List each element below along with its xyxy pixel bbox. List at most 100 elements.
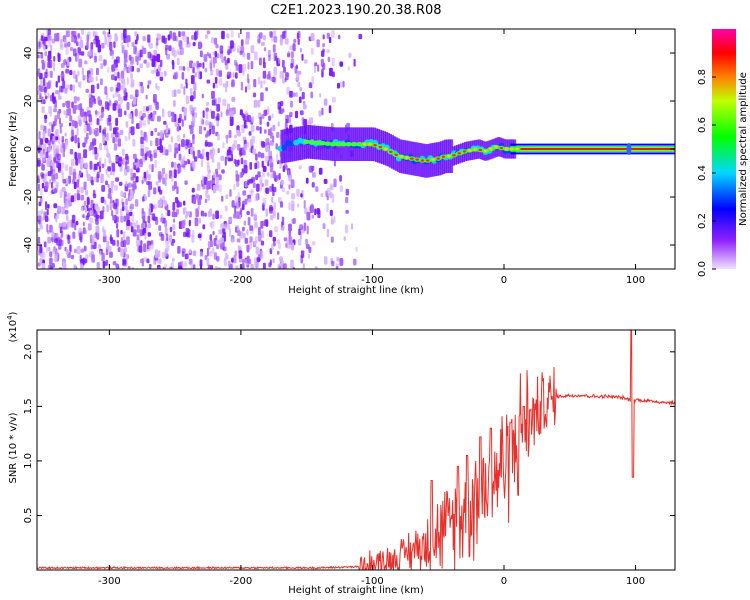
noise-speck: [106, 204, 109, 212]
noise-speck: [260, 140, 265, 147]
noise-speck: [104, 31, 107, 39]
noise-speck: [240, 39, 244, 47]
noise-speck: [48, 143, 52, 152]
noise-speck: [144, 221, 147, 228]
noise-speck: [141, 180, 144, 185]
noise-speck: [50, 70, 53, 78]
noise-speck: [215, 68, 219, 76]
noise-speck: [220, 243, 223, 250]
noise-speck: [148, 150, 152, 159]
noise-speck: [60, 73, 65, 79]
noise-speck: [269, 230, 273, 238]
noise-speck: [355, 246, 358, 252]
noise-speck: [133, 184, 137, 190]
noise-speck: [298, 165, 302, 170]
noise-speck: [192, 62, 196, 68]
noise-speck: [150, 239, 154, 245]
noise-speck: [250, 264, 255, 269]
noise-speck: [191, 160, 195, 168]
noise-speck: [287, 115, 291, 124]
noise-speck: [282, 31, 286, 40]
noise-speck: [102, 226, 105, 233]
noise-speck: [105, 180, 108, 186]
noise-speck: [203, 54, 208, 62]
noise-speck: [40, 124, 44, 130]
noise-speck: [172, 32, 176, 41]
noise-speck: [185, 227, 190, 236]
noise-speck: [142, 120, 146, 127]
noise-speck: [172, 202, 176, 211]
noise-speck: [76, 96, 80, 102]
noise-speck: [70, 254, 74, 260]
noise-speck: [309, 117, 313, 124]
noise-speck: [279, 71, 284, 79]
noise-speck: [242, 226, 245, 232]
snr-ylabel: SNR (10 * v/v): [8, 412, 19, 483]
noise-speck: [91, 179, 94, 186]
colorbar: 0.0 0.2 0.4 0.6 0.8 Normalized spectral ampl…: [697, 29, 749, 277]
noise-speck: [265, 87, 268, 92]
noise-speck: [183, 114, 187, 121]
noise-speck: [81, 67, 84, 76]
noise-speck: [164, 249, 168, 257]
noise-speck: [126, 253, 129, 260]
noise-speck: [310, 33, 315, 41]
noise-speck: [200, 210, 205, 217]
y-tick-label: 0.5: [23, 508, 34, 524]
noise-speck: [193, 82, 197, 91]
noise-speck: [67, 41, 71, 47]
signal-peak: [436, 157, 441, 160]
noise-speck: [44, 71, 48, 79]
noise-speck: [229, 45, 232, 54]
noise-speck: [272, 124, 276, 132]
noise-speck: [269, 161, 274, 168]
noise-speck: [112, 64, 116, 72]
noise-speck: [184, 180, 188, 185]
x-tick-label: 0: [501, 275, 507, 286]
noise-speck: [265, 187, 270, 194]
noise-speck: [186, 158, 190, 165]
noise-speck: [135, 50, 140, 56]
noise-speck: [72, 168, 77, 176]
noise-speck: [180, 158, 184, 165]
noise-speck: [101, 185, 106, 192]
noise-speck: [110, 203, 115, 208]
noise-speck: [206, 161, 210, 168]
noise-speck: [159, 145, 163, 153]
noise-speck: [37, 178, 40, 184]
noise-speck: [153, 67, 157, 73]
noise-speck: [55, 173, 58, 180]
noise-speck: [46, 223, 49, 233]
noise-speck: [221, 195, 224, 202]
x-tick-label: 0: [501, 576, 507, 587]
noise-speck: [236, 211, 240, 219]
noise-speck: [86, 41, 89, 49]
noise-speck: [241, 147, 245, 153]
noise-speck: [160, 217, 164, 223]
noise-speck: [159, 59, 163, 67]
noise-speck: [265, 208, 268, 217]
noise-speck: [252, 92, 257, 98]
noise-speck: [289, 111, 293, 117]
y-tick-label: 2.0: [23, 344, 34, 360]
noise-speck: [96, 117, 99, 125]
noise-speck: [229, 228, 232, 237]
noise-speck: [184, 253, 189, 260]
noise-speck: [167, 110, 172, 118]
noise-speck: [69, 70, 73, 76]
noise-speck: [162, 108, 165, 118]
noise-speck: [314, 65, 316, 74]
noise-speck: [150, 130, 154, 137]
snr-scale-close: ): [8, 311, 19, 315]
snr-panel: -300 -200 -100 0 100 0.5 1.0 1.5 2.0 Height of s…: [6, 311, 676, 596]
y-tick-label: 1.0: [23, 453, 34, 469]
noise-speck: [211, 110, 215, 119]
noise-speck: [212, 213, 215, 220]
noise-speck: [55, 130, 58, 137]
noise-speck: [136, 158, 140, 168]
noise-speck: [55, 145, 60, 153]
noise-speck: [202, 62, 205, 69]
noise-speck: [278, 265, 282, 269]
noise-speck: [104, 199, 107, 205]
